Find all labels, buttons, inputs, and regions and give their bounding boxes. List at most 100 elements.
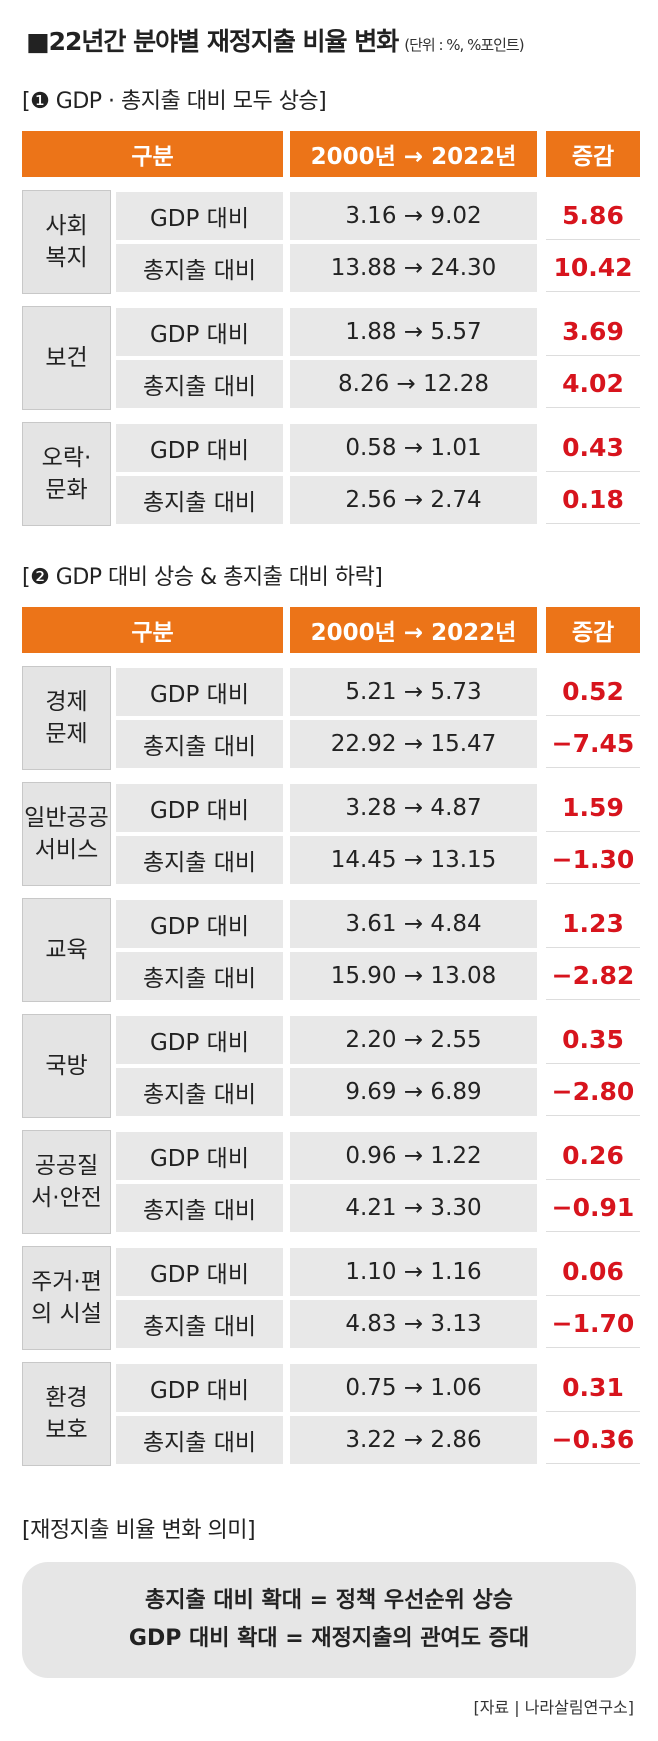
- diff-value: 0.31: [546, 1364, 640, 1412]
- row-label: 총지출 대비: [116, 952, 283, 1000]
- row-label: 총지출 대비: [116, 476, 283, 524]
- diff-value: 10.42: [546, 244, 640, 292]
- group-cell: 경제 문제: [22, 666, 111, 770]
- diff-value: 0.06: [546, 1248, 640, 1296]
- diff-value: 0.26: [546, 1132, 640, 1180]
- diff-value: −2.82: [546, 952, 640, 1000]
- source: [자료 | 나라살림연구소]: [473, 1698, 634, 1717]
- change-value: 15.90 → 13.08: [290, 952, 537, 1000]
- row-label: 총지출 대비: [116, 244, 283, 292]
- group-name: 일반공공: [24, 805, 109, 831]
- group-cell: 국방: [22, 1014, 111, 1118]
- change-value: 3.61 → 4.84: [290, 900, 537, 948]
- change-value: 1.10 → 1.16: [290, 1248, 537, 1296]
- change-value: 4.21 → 3.30: [290, 1184, 537, 1232]
- group-name: 교육: [45, 937, 88, 963]
- diff-value: 3.69: [546, 308, 640, 356]
- group-cell: 교육: [22, 898, 111, 1002]
- group-name: 의 시설: [31, 1301, 102, 1327]
- group-name: 복지: [45, 245, 88, 271]
- change-value: 3.22 → 2.86: [290, 1416, 537, 1464]
- title-text: ■22년간 분야별 재정지출 비율 변화: [26, 27, 399, 56]
- row-label: 총지출 대비: [116, 1068, 283, 1116]
- meaning-line: GDP 대비 확대 = 재정지출의 관여도 증대: [128, 1626, 530, 1651]
- change-value: 1.88 → 5.57: [290, 308, 537, 356]
- diff-value: 1.23: [546, 900, 640, 948]
- footer-title: [재정지출 비율 변화 의미]: [22, 1518, 256, 1543]
- section-title: [❷ GDP 대비 상승 & 총지출 대비 하락]: [22, 565, 383, 590]
- diff-value: 1.59: [546, 784, 640, 832]
- diff-value: 4.02: [546, 360, 640, 408]
- group-name: 주거·편: [31, 1269, 102, 1295]
- diff-value: 5.86: [546, 192, 640, 240]
- header-cell: 2000년 → 2022년: [290, 131, 537, 177]
- group-name: 보건: [45, 345, 88, 371]
- change-value: 2.20 → 2.55: [290, 1016, 537, 1064]
- diff-value: 0.52: [546, 668, 640, 716]
- diff-value: −0.91: [546, 1184, 640, 1232]
- group-name: 보호: [45, 1417, 88, 1443]
- diff-value: −0.36: [546, 1416, 640, 1464]
- diff-value: 0.35: [546, 1016, 640, 1064]
- group-name: 서·안전: [31, 1185, 102, 1211]
- diff-value: −1.30: [546, 836, 640, 884]
- group-cell: 오락· 문화: [22, 422, 111, 526]
- row-label: GDP 대비: [116, 668, 283, 716]
- row-label: GDP 대비: [116, 1016, 283, 1064]
- diff-value: 0.18: [546, 476, 640, 524]
- header-cell: 구분: [22, 607, 283, 653]
- change-value: 0.58 → 1.01: [290, 424, 537, 472]
- row-label: 총지출 대비: [116, 1300, 283, 1348]
- change-value: 5.21 → 5.73: [290, 668, 537, 716]
- change-value: 4.83 → 3.13: [290, 1300, 537, 1348]
- header-cell: 2000년 → 2022년: [290, 607, 537, 653]
- change-value: 22.92 → 15.47: [290, 720, 537, 768]
- change-value: 13.88 → 24.30: [290, 244, 537, 292]
- diff-value: −2.80: [546, 1068, 640, 1116]
- row-label: GDP 대비: [116, 784, 283, 832]
- change-value: 9.69 → 6.89: [290, 1068, 537, 1116]
- group-name: 오락·: [41, 445, 92, 471]
- change-value: 2.56 → 2.74: [290, 476, 537, 524]
- header-cell: 증감: [546, 607, 640, 653]
- row-label: GDP 대비: [116, 1248, 283, 1296]
- section-title: [❶ GDP · 총지출 대비 모두 상승]: [22, 89, 327, 114]
- group-name: 문화: [45, 477, 88, 503]
- header-cell: 구분: [22, 131, 283, 177]
- group-name: 공공질: [34, 1153, 99, 1179]
- diff-value: −1.70: [546, 1300, 640, 1348]
- row-label: 총지출 대비: [116, 836, 283, 884]
- group-cell: 보건: [22, 306, 111, 410]
- row-label: GDP 대비: [116, 424, 283, 472]
- row-label: 총지출 대비: [116, 1184, 283, 1232]
- group-name: 환경: [45, 1385, 88, 1411]
- group-name: 사회: [45, 213, 88, 239]
- row-label: GDP 대비: [116, 900, 283, 948]
- meaning-line: 총지출 대비 확대 = 정책 우선순위 상승: [145, 1588, 513, 1613]
- unit: (단위 : %, %포인트): [404, 36, 524, 54]
- group-name: 서비스: [34, 837, 99, 863]
- meaning-box: 총지출 대비 확대 = 정책 우선순위 상승 GDP 대비 확대 = 재정지출의…: [22, 1562, 636, 1678]
- diff-value: 0.43: [546, 424, 640, 472]
- row-label: GDP 대비: [116, 308, 283, 356]
- row-label: 총지출 대비: [116, 720, 283, 768]
- change-value: 0.75 → 1.06: [290, 1364, 537, 1412]
- title: ■22년간 분야별 재정지출 비율 변화 (단위 : %, %포인트): [26, 22, 525, 58]
- change-value: 0.96 → 1.22: [290, 1132, 537, 1180]
- group-name: 문제: [45, 721, 88, 747]
- row-label: GDP 대비: [116, 192, 283, 240]
- change-value: 14.45 → 13.15: [290, 836, 537, 884]
- change-value: 3.16 → 9.02: [290, 192, 537, 240]
- group-name: 국방: [45, 1053, 88, 1079]
- row-label: 총지출 대비: [116, 1416, 283, 1464]
- diff-value: −7.45: [546, 720, 640, 768]
- change-value: 3.28 → 4.87: [290, 784, 537, 832]
- header-cell: 증감: [546, 131, 640, 177]
- row-label: GDP 대비: [116, 1364, 283, 1412]
